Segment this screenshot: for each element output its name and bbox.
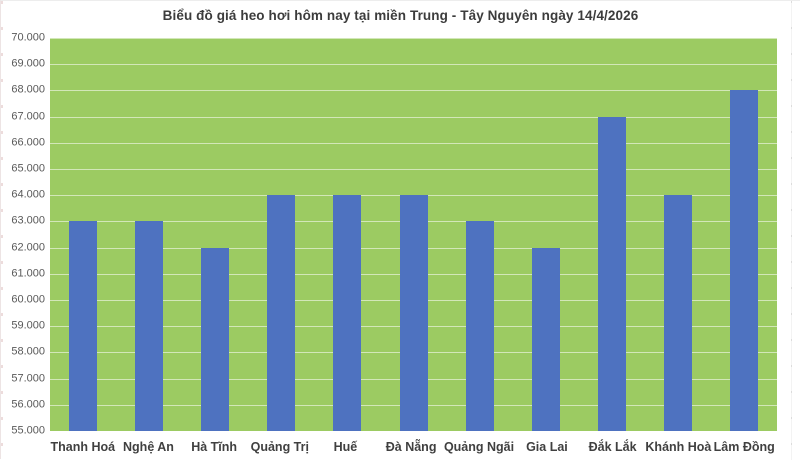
y-tick-label: 61.000: [11, 267, 45, 280]
y-tick-label: 58.000: [11, 345, 45, 358]
x-axis: Thanh Hoá Nghệ An Hà Tĩnh Quảng Trị Huế Đà Nẵ…: [50, 437, 777, 457]
bar-slot-6: [447, 38, 513, 431]
x-tick-label-10: Lâm Đồng: [713, 440, 775, 454]
gridline: [50, 116, 777, 118]
x-tick-label-4: Huế: [333, 440, 358, 454]
gridline: [50, 64, 777, 66]
bars-layer: [50, 38, 777, 431]
y-tick-label: 67.000: [11, 110, 45, 123]
x-tick-label-9: Khánh Hoà: [645, 440, 712, 454]
spreadsheet-left-edge-artifact: [1, 1, 3, 460]
y-tick-label: 62.000: [11, 241, 45, 254]
bar-slot-1: [116, 38, 182, 431]
y-tick-label: 59.000: [11, 319, 45, 332]
bar-Hà Tĩnh: [201, 247, 230, 431]
spreadsheet-right-edge-artifact: [791, 1, 792, 460]
y-tick-label: 57.000: [11, 372, 45, 385]
bar-Quảng Ngãi: [465, 221, 494, 431]
bar-slot-7: [513, 38, 579, 431]
bar-Huế: [333, 195, 362, 431]
x-tick-label-3: Quảng Trị: [250, 440, 309, 454]
gridline: [50, 38, 777, 39]
y-tick-label: 70.000: [11, 31, 45, 44]
bar-slot-0: [50, 38, 116, 431]
y-tick-label: 56.000: [11, 398, 45, 411]
bar-Lâm Đồng: [729, 90, 758, 431]
x-tick-label-6: Quảng Ngãi: [443, 440, 515, 454]
bar-Nghệ An: [135, 221, 164, 431]
gridline: [50, 90, 777, 92]
chart-title: Biểu đồ giá heo hơi hôm nay tại miền Tru…: [162, 8, 639, 23]
y-tick-label: 68.000: [11, 83, 45, 96]
x-tick-label-8: Đắk Lắk: [588, 440, 637, 454]
bar-slot-8: [579, 38, 645, 431]
y-tick-label: 55.000: [11, 424, 45, 437]
y-tick-label: 64.000: [11, 188, 45, 201]
y-axis: 70.000 69.000 68.000 67.000 66.000 65.000 64.0…: [1, 32, 45, 436]
bar-slot-2: [182, 38, 248, 431]
x-tick-label-0: Thanh Hoá: [50, 440, 116, 454]
y-tick-label: 60.000: [11, 293, 45, 306]
x-tick-label-5: Đà Nẵng: [385, 440, 437, 454]
bar-slot-3: [248, 38, 314, 431]
bar-slot-5: [380, 38, 446, 431]
bar-slot-4: [314, 38, 380, 431]
y-tick-label: 65.000: [11, 162, 45, 175]
y-tick-label: 66.000: [11, 136, 45, 149]
x-tick-label-7: Gia Lai: [526, 440, 568, 454]
bar-Quảng Trị: [267, 195, 296, 431]
bar-slot-9: [645, 38, 711, 431]
gridline: [50, 168, 777, 170]
gridline: [50, 142, 777, 144]
y-tick-label: 63.000: [11, 214, 45, 227]
x-tick-label-2: Hà Tĩnh: [191, 440, 238, 454]
y-tick-label: 69.000: [11, 57, 45, 70]
x-tick-label-1: Nghệ An: [123, 440, 174, 454]
bar-Gia Lai: [531, 247, 560, 431]
bar-Khánh Hoà: [663, 195, 692, 431]
bar-Thanh Hoá: [69, 221, 98, 431]
plot-area: [50, 38, 777, 431]
bar-Đà Nẵng: [399, 195, 428, 431]
bar-slot-10: [711, 38, 777, 431]
bar-Đắk Lắk: [597, 116, 626, 431]
